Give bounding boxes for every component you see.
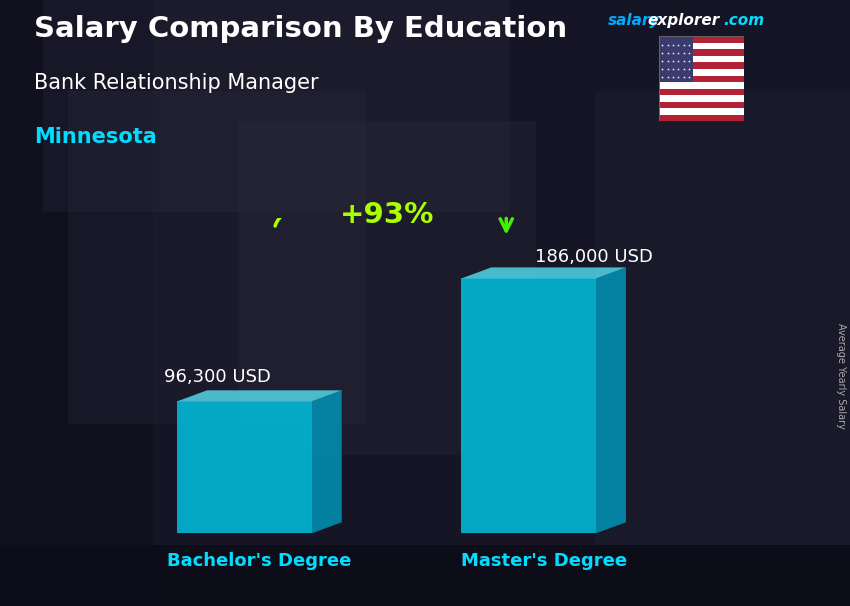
Text: explorer: explorer: [648, 13, 720, 28]
Bar: [659, 88, 744, 95]
Bar: [659, 43, 744, 50]
Bar: [0, 545, 850, 606]
Text: Master's Degree: Master's Degree: [461, 552, 626, 570]
Polygon shape: [462, 267, 626, 278]
Bar: [42, 0, 510, 212]
Text: Average Yearly Salary: Average Yearly Salary: [836, 323, 846, 428]
Bar: [177, 401, 312, 533]
Bar: [68, 91, 366, 424]
Text: .com: .com: [723, 13, 764, 28]
Text: 96,300 USD: 96,300 USD: [164, 368, 270, 385]
Bar: [659, 69, 744, 76]
Polygon shape: [177, 390, 342, 401]
Bar: [659, 102, 744, 108]
Bar: [659, 56, 744, 62]
Text: Bachelor's Degree: Bachelor's Degree: [167, 552, 352, 570]
Bar: [659, 95, 744, 102]
Text: Minnesota: Minnesota: [34, 127, 156, 147]
Bar: [462, 278, 596, 533]
Text: 186,000 USD: 186,000 USD: [536, 248, 654, 266]
Bar: [238, 121, 536, 454]
Bar: [0, 0, 153, 606]
Bar: [659, 108, 744, 115]
Bar: [659, 50, 744, 56]
Text: +93%: +93%: [339, 201, 434, 229]
Text: Bank Relationship Manager: Bank Relationship Manager: [34, 73, 319, 93]
Bar: [595, 91, 850, 545]
Bar: [659, 36, 744, 43]
Bar: [659, 82, 744, 88]
Polygon shape: [312, 390, 342, 533]
Bar: [659, 36, 693, 82]
Text: salary: salary: [608, 13, 660, 28]
Bar: [659, 115, 744, 121]
Polygon shape: [596, 267, 626, 533]
Text: Salary Comparison By Education: Salary Comparison By Education: [34, 15, 567, 43]
Bar: [659, 62, 744, 69]
Bar: [659, 76, 744, 82]
